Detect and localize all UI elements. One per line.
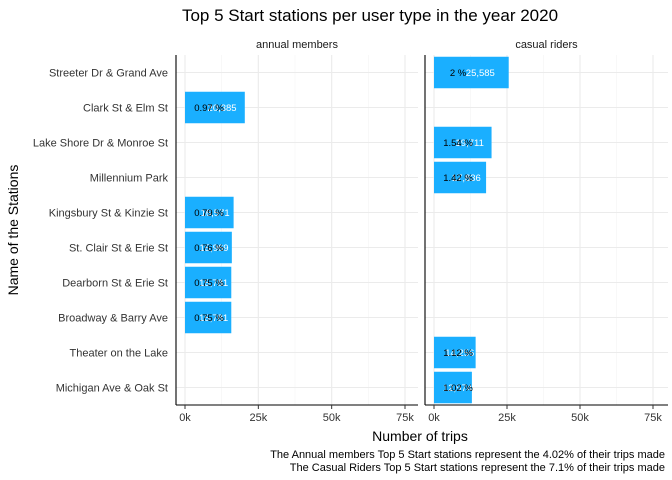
x-axis-title: Number of trips <box>372 428 468 444</box>
bar-count-label: 17,836 <box>452 173 481 184</box>
x-tick-label: 0k <box>428 412 440 424</box>
bar-count-label: 12,974 <box>443 383 472 394</box>
x-tick-label: 50k <box>323 412 341 424</box>
bar-dearborn-st-erie-st <box>185 266 232 299</box>
bar-percent-label: 0.79 % <box>194 208 224 219</box>
y-axis-tick-labels: Streeter Dr & Grand Ave Clark St & Elm St… <box>33 68 169 395</box>
x-tick-label: 50k <box>571 412 589 424</box>
bar-percent-label: 1.42 % <box>443 173 473 184</box>
y-tick-label-millennium-park: Millennium Park <box>90 173 169 185</box>
facet-strip-label: annual members <box>256 39 338 51</box>
bar-count-label: 15,781 <box>199 313 228 324</box>
y-tick-label-michigan-ave-oak-st: Michigan Ave & Oak St <box>56 383 168 395</box>
bar-percent-label: 1.54 % <box>443 138 473 149</box>
y-tick-label-lake-shore-dr-monroe-st: Lake Shore Dr & Monroe St <box>33 138 168 150</box>
bar-kingsbury-st-kinzie-st <box>185 196 234 229</box>
bar-count-label: 15,969 <box>200 243 229 254</box>
y-tick-label-streeter-dr-grand-ave: Streeter Dr & Grand Ave <box>49 68 168 80</box>
bar-count-label: 19,711 <box>456 138 484 149</box>
bar-percent-label: 1.02 % <box>443 383 473 394</box>
bar-lake-shore-dr-monroe-st <box>434 126 492 159</box>
bar-theater-on-the-lake <box>434 336 476 369</box>
bar-count-label: 15,781 <box>199 278 228 289</box>
y-tick-label-st-clair-st-erie-st: St. Clair St & Erie St <box>69 243 168 255</box>
bar-percent-label: 0.76 % <box>194 243 224 254</box>
y-tick-label-clark-st-elm-st: Clark St & Elm St <box>83 103 168 115</box>
caption-annual-members: The Annual members Top 5 Start stations … <box>270 449 665 461</box>
bar-percent-label: 0.75 % <box>194 313 224 324</box>
x-tick-label: 25k <box>498 412 516 424</box>
bar-count-label: 20,385 <box>208 103 237 114</box>
y-tick-label-broadway-barry-ave: Broadway & Barry Ave <box>58 313 168 325</box>
bar-clark-st-elm-st <box>185 91 245 124</box>
bar-st-clair-st-erie-st <box>185 231 232 264</box>
bar-count-label: 14,256 <box>445 348 474 359</box>
bar-count-label: 16,571 <box>201 208 230 219</box>
bar-count-label: 25,585 <box>466 68 495 79</box>
bar-millennium-park <box>434 161 487 194</box>
x-tick-label: 75k <box>396 412 414 424</box>
y-tick-label-dearborn-st-erie-st: Dearborn St & Erie St <box>62 278 168 290</box>
bar-streeter-dr-grand-ave <box>434 56 509 89</box>
y-axis-title: Name of the Stations <box>5 165 21 296</box>
bar-percent-label: 2 % <box>450 68 467 79</box>
y-tick-label-kingsbury-st-kinzie-st: Kingsbury St & Kinzie St <box>49 208 168 220</box>
caption-casual-riders: The Casual Riders Top 5 Start stations r… <box>290 462 665 474</box>
chart-title: Top 5 Start stations per user type in th… <box>182 6 558 25</box>
x-tick-label: 0k <box>179 412 191 424</box>
bar-percent-label: 1.12 % <box>443 348 473 359</box>
bar-michigan-ave-oak-st <box>434 371 472 404</box>
y-tick-label-theater-on-the-lake: Theater on the Lake <box>70 348 168 360</box>
x-tick-label: 25k <box>249 412 267 424</box>
x-tick-label: 75k <box>644 412 662 424</box>
bar-percent-label: 0.75 % <box>194 278 224 289</box>
bar-broadway-barry-ave <box>185 301 232 334</box>
bar-percent-label: 0.97 % <box>194 103 224 114</box>
facet-strip-label: casual riders <box>515 39 578 51</box>
